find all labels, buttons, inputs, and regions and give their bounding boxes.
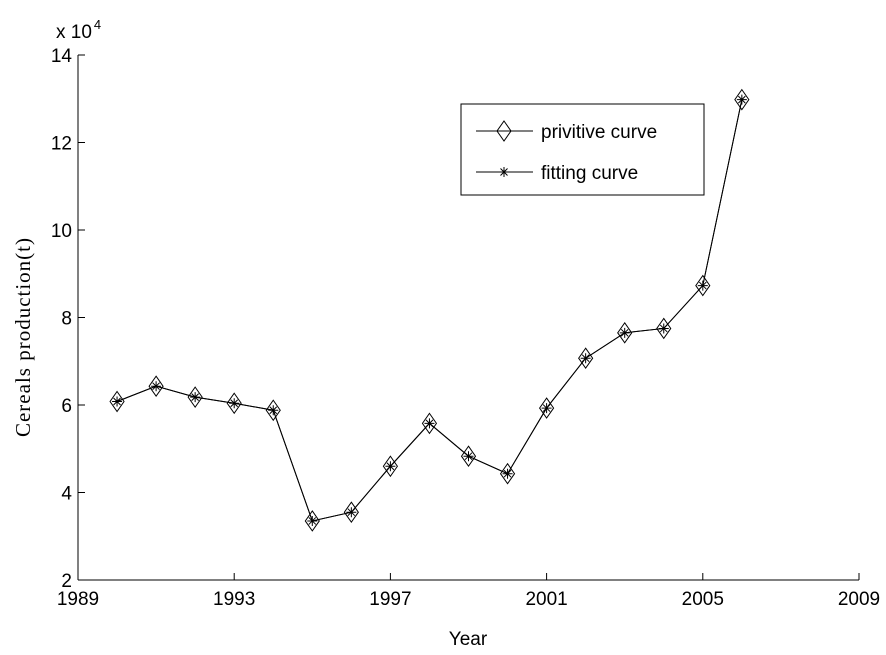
x-tick-label: 2001 — [525, 589, 567, 610]
data-point-diamond — [421, 412, 438, 435]
y-tick-label: 2 — [61, 571, 72, 592]
legend: privitive curve fitting curve — [460, 103, 705, 196]
data-point-asterisk — [502, 468, 513, 479]
data-point-diamond — [538, 397, 555, 419]
legend-item-0: privitive curve — [476, 120, 657, 143]
data-point-diamond — [109, 390, 125, 413]
y-tick-label: 12 — [51, 134, 72, 155]
data-point-asterisk — [580, 353, 591, 364]
y-tick-label: 4 — [61, 484, 72, 505]
data-point-diamond — [734, 88, 750, 111]
data-point-diamond — [617, 321, 633, 344]
legend-label: privitive curve — [541, 122, 657, 143]
legend-marker-asterisk — [499, 167, 509, 177]
data-point-diamond — [656, 317, 672, 340]
data-point-asterisk — [463, 451, 474, 462]
y-tick-label: 6 — [61, 396, 72, 417]
series-1 — [112, 94, 747, 526]
data-point-diamond — [304, 510, 320, 532]
data-point-asterisk — [541, 403, 552, 414]
data-point-asterisk — [229, 398, 240, 409]
y-multiplier-exponent: 4 — [94, 17, 101, 32]
data-point-asterisk — [619, 327, 630, 338]
data-point-asterisk — [346, 507, 357, 518]
y-multiplier: x 10 4 — [56, 17, 101, 43]
legend-box — [460, 103, 705, 196]
x-tick-label: 1997 — [369, 589, 411, 610]
x-tick-label: 2009 — [838, 589, 880, 610]
y-multiplier-base: x 10 — [56, 22, 92, 43]
data-point-asterisk — [736, 94, 747, 105]
data-point-diamond — [148, 375, 164, 398]
data-point-asterisk — [190, 392, 201, 403]
y-tick-label: 10 — [51, 221, 72, 242]
data-point-diamond — [187, 386, 203, 408]
data-point-diamond — [343, 501, 359, 524]
x-ticks: 1989 1993 1997 2001 2005 2009 — [57, 573, 880, 610]
data-point-diamond — [499, 462, 516, 485]
data-point-asterisk — [268, 405, 279, 416]
y-tick-label: 8 — [61, 309, 72, 330]
x-axis-label: Year — [449, 629, 488, 650]
data-point-asterisk — [697, 280, 708, 291]
data-point-diamond — [695, 274, 711, 297]
data-point-asterisk — [658, 323, 669, 334]
y-axis-label: Cereals production(t) — [11, 237, 35, 437]
data-point-diamond — [382, 455, 399, 478]
legend-marker-diamond — [496, 120, 512, 142]
data-point-asterisk — [307, 515, 318, 526]
data-point-asterisk — [385, 461, 396, 472]
data-point-diamond — [226, 392, 242, 415]
data-point-asterisk — [112, 396, 123, 407]
data-point-asterisk — [424, 418, 435, 429]
y-tick-label: 14 — [51, 46, 73, 67]
data-point-asterisk — [151, 381, 162, 392]
legend-item-1: fitting curve — [476, 163, 638, 184]
x-tick-label: 1989 — [57, 589, 99, 610]
legend-label: fitting curve — [541, 163, 638, 184]
data-point-diamond — [265, 399, 281, 422]
x-tick-label: 1993 — [213, 589, 255, 610]
y-ticks: 2 4 6 8 10 12 14 — [51, 46, 85, 592]
x-tick-label: 2005 — [682, 589, 724, 610]
series-layer — [109, 88, 750, 532]
